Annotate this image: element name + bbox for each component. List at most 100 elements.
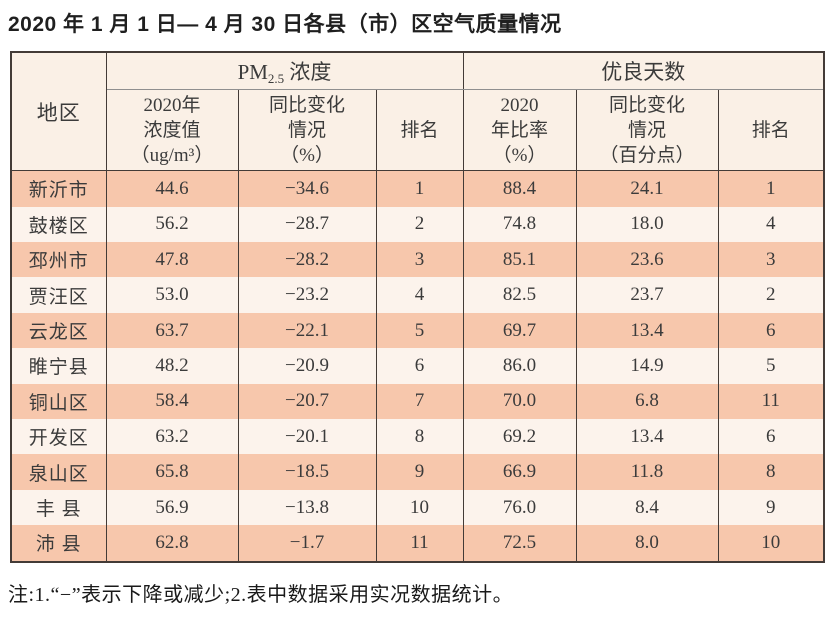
value-cell: −20.9 [237,348,377,384]
value-cell: −20.1 [237,419,377,455]
column-header-good-change: 同比变化 情况 （百分点） [575,89,719,172]
value-cell: 5 [375,312,464,349]
value-cell: 82.5 [462,277,577,313]
value-cell: 3 [717,242,825,278]
table-row: 云龙区 63.7 −22.1 5 69.7 13.4 6 [10,312,825,349]
value-cell: 8.4 [575,489,719,526]
region-cell: 贾汪区 [10,277,107,313]
value-cell: 1 [717,170,825,207]
value-cell: 69.2 [462,419,577,455]
region-cell: 云龙区 [10,312,107,349]
value-cell: 9 [375,454,464,490]
value-cell: 65.8 [105,454,239,490]
region-cell: 睢宁县 [10,348,107,384]
value-cell: 8 [717,454,825,490]
value-cell: 23.6 [575,242,719,278]
value-cell: 6 [717,312,825,349]
value-cell: 62.8 [105,525,239,562]
value-cell: 4 [375,277,464,313]
value-cell: 10 [717,525,825,562]
pm-label: PM [237,59,268,84]
value-cell: 47.8 [105,242,239,278]
value-cell: 53.0 [105,277,239,313]
value-cell: 2 [717,277,825,313]
region-cell: 丰 县 [10,489,107,526]
value-cell: 70.0 [462,383,577,420]
value-cell: −22.1 [237,312,377,349]
value-cell: 88.4 [462,170,577,207]
value-cell: 58.4 [105,383,239,420]
table-row: 贾汪区 53.0 −23.2 4 82.5 23.7 2 [10,277,825,313]
table-row: 开发区 63.2 −20.1 8 69.2 13.4 6 [10,419,825,455]
region-cell: 开发区 [10,419,107,455]
value-cell: 18.0 [575,206,719,243]
column-header-good-rank: 排名 [717,89,825,172]
table-row: 新沂市 44.6 −34.6 1 88.4 24.1 1 [10,170,825,207]
value-cell: 24.1 [575,170,719,207]
value-cell: −28.2 [237,242,377,278]
value-cell: 8.0 [575,525,719,562]
table-header: 地区 PM2.5 浓度 优良天数 2020年 浓度值 （ug/m³） 同比变化 … [10,52,825,172]
region-cell: 新沂市 [10,170,107,207]
sub-header-row: 2020年 浓度值 （ug/m³） 同比变化 情况 （%） 排名 2020 年比… [11,89,825,172]
value-cell: 11 [717,383,825,420]
column-header-pm-rank: 排名 [375,89,464,172]
value-cell: −18.5 [237,454,377,490]
value-cell: 13.4 [575,312,719,349]
value-cell: 72.5 [462,525,577,562]
value-cell: 6.8 [575,383,719,420]
value-cell: 6 [375,348,464,384]
value-cell: 56.9 [105,489,239,526]
pm25-group-header: PM2.5 浓度 [105,52,464,91]
good-days-group-header: 优良天数 [462,52,825,91]
column-header-pm-change: 同比变化 情况 （%） [237,89,377,172]
value-cell: 7 [375,383,464,420]
value-cell: 6 [717,419,825,455]
pm-suffix-label: 浓度 [284,59,332,84]
value-cell: 8 [375,419,464,455]
value-cell: 14.9 [575,348,719,384]
value-cell: 63.2 [105,419,239,455]
column-header-pm-value: 2020年 浓度值 （ug/m³） [105,89,239,172]
value-cell: 66.9 [462,454,577,490]
table-body: 新沂市 44.6 −34.6 1 88.4 24.1 1 鼓楼区 56.2 −28.7 2 74.8 1… [10,170,825,562]
value-cell: 9 [717,489,825,526]
column-header-good-rate: 2020 年比率 （%） [462,89,577,172]
value-cell: −34.6 [237,170,377,207]
region-cell: 邳州市 [10,242,107,278]
table-row: 铜山区 58.4 −20.7 7 70.0 6.8 11 [10,383,825,420]
value-cell: 44.6 [105,170,239,207]
value-cell: 1 [375,170,464,207]
value-cell: −13.8 [237,489,377,526]
value-cell: 86.0 [462,348,577,384]
region-cell: 沛 县 [10,525,107,562]
value-cell: 5 [717,348,825,384]
value-cell: 48.2 [105,348,239,384]
region-cell: 鼓楼区 [10,206,107,243]
value-cell: 3 [375,242,464,278]
value-cell: 2 [375,206,464,243]
value-cell: 23.7 [575,277,719,313]
value-cell: 13.4 [575,419,719,455]
value-cell: 74.8 [462,206,577,243]
value-cell: 56.2 [105,206,239,243]
value-cell: 11 [375,525,464,562]
region-cell: 铜山区 [10,383,107,420]
table-row: 泉山区 65.8 −18.5 9 66.9 11.8 8 [10,454,825,490]
value-cell: −1.7 [237,525,377,562]
value-cell: 85.1 [462,242,577,278]
value-cell: −23.2 [237,277,377,313]
value-cell: 10 [375,489,464,526]
table-row: 丰 县 56.9 −13.8 10 76.0 8.4 9 [10,489,825,526]
value-cell: 4 [717,206,825,243]
table-row: 沛 县 62.8 −1.7 11 72.5 8.0 10 [10,525,825,562]
region-column-header: 地区 [10,52,107,172]
value-cell: 69.7 [462,312,577,349]
value-cell: −20.7 [237,383,377,420]
value-cell: 63.7 [105,312,239,349]
page-title: 2020 年 1 月 1 日— 4 月 30 日各县（市）区空气质量情况 [8,13,562,36]
region-cell: 泉山区 [10,454,107,490]
group-header-row: 地区 PM2.5 浓度 优良天数 [10,52,825,172]
value-cell: −28.7 [237,206,377,243]
